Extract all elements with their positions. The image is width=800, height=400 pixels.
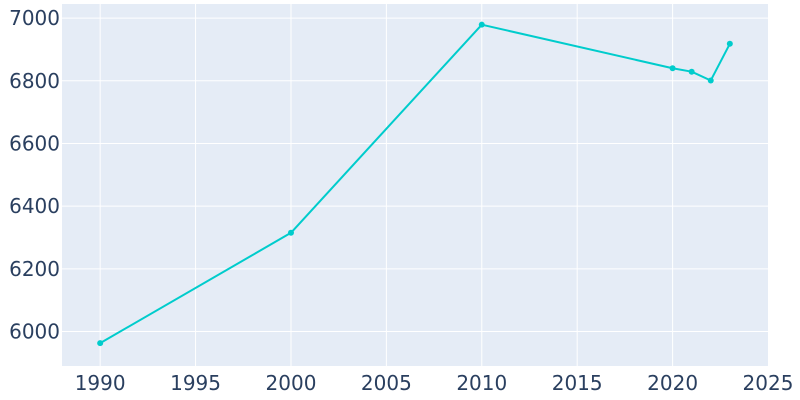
data-point <box>707 77 714 84</box>
x-tick-label: 2015 <box>552 371 603 395</box>
y-gridlines <box>62 17 768 333</box>
y-tick-label: 6600 <box>9 131 60 155</box>
data-point <box>726 40 733 47</box>
data-point <box>669 65 676 72</box>
x-tick-label: 2005 <box>361 371 412 395</box>
y-tick-label: 6400 <box>9 194 60 218</box>
data-point <box>97 340 104 347</box>
y-axis-tick-labels: 6000 6200 6400 6600 6800 7000 <box>9 6 60 343</box>
x-tick-label: 2020 <box>647 371 698 395</box>
series-layer <box>97 21 733 347</box>
plot-area-background <box>62 4 768 366</box>
x-tick-label: 1995 <box>170 371 221 395</box>
y-tick-label: 6000 <box>9 320 60 344</box>
x-axis-tick-labels: 1990 1995 2000 2005 2010 2015 2020 2025 <box>75 371 794 395</box>
x-tick-label: 2010 <box>456 371 507 395</box>
x-tick-label: 2025 <box>743 371 794 395</box>
x-tick-label: 1990 <box>75 371 126 395</box>
data-point <box>478 21 485 28</box>
y-tick-label: 6200 <box>9 257 60 281</box>
data-point <box>287 229 294 236</box>
data-point <box>688 68 695 75</box>
y-tick-label: 6800 <box>9 69 60 93</box>
y-tick-label: 7000 <box>9 6 60 30</box>
x-gridlines <box>99 4 674 366</box>
x-tick-label: 2000 <box>266 371 317 395</box>
